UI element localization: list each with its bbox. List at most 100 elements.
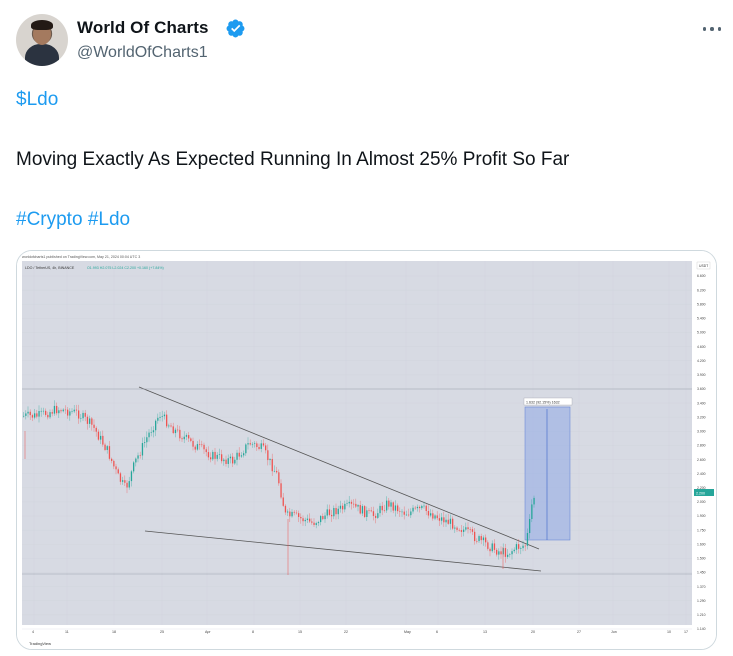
candle-body xyxy=(447,519,449,524)
date-tick-label: 8 xyxy=(252,630,254,634)
candle-body xyxy=(249,443,251,445)
date-tick-label: Jun xyxy=(611,630,617,634)
candle-body xyxy=(192,440,194,447)
candle-body xyxy=(190,438,192,441)
candle-body xyxy=(128,481,130,488)
candle-body xyxy=(401,511,403,513)
date-tick-label: 20 xyxy=(531,630,535,634)
candle-body xyxy=(172,426,174,434)
candle-body xyxy=(62,409,64,412)
candle-body xyxy=(212,451,214,460)
candle-body xyxy=(320,516,322,523)
hashtag-ldo[interactable]: #Ldo xyxy=(87,209,131,230)
candle-body xyxy=(443,517,445,523)
tradingview-chart: worldofcharts1 published on TradingView.… xyxy=(17,251,716,649)
candle-body xyxy=(284,505,287,513)
candle-body xyxy=(49,412,51,418)
candle-body xyxy=(381,505,383,511)
candle-body xyxy=(388,500,390,507)
candle-body xyxy=(80,418,82,419)
candle-body xyxy=(104,444,106,450)
price-tick-label: 1.600 xyxy=(697,542,706,546)
candle-body xyxy=(38,411,40,417)
candle-body xyxy=(181,438,183,440)
candle-body xyxy=(227,458,229,464)
author-handle[interactable]: @WorldOfCharts1 xyxy=(77,44,208,61)
candle-body xyxy=(144,442,146,444)
lower-trendline xyxy=(144,530,542,572)
currency-box xyxy=(696,261,711,270)
hashtag-crypto[interactable]: #Crypto xyxy=(16,209,83,230)
candle-body xyxy=(51,412,53,414)
candle-body xyxy=(113,460,115,467)
candle-body xyxy=(256,443,258,448)
candle-body xyxy=(309,518,311,522)
candle-body xyxy=(69,411,71,416)
candle-body xyxy=(225,459,227,464)
candle-body xyxy=(251,443,254,445)
candle-body xyxy=(289,511,291,517)
candle-body xyxy=(119,473,122,482)
candle-body xyxy=(40,410,42,412)
candle-body xyxy=(188,435,190,439)
candle-body xyxy=(45,410,47,415)
candle-body xyxy=(179,429,181,439)
date-tick-label: Apr xyxy=(205,630,211,634)
date-tick-label: 11 xyxy=(65,630,69,634)
candle-body xyxy=(427,511,430,516)
candle-body xyxy=(436,515,438,519)
candle-body xyxy=(133,462,135,472)
candle-body xyxy=(260,443,262,449)
candle-body xyxy=(163,414,166,417)
price-tick-label: 6.600 xyxy=(697,274,706,278)
candle-body xyxy=(36,413,38,417)
candle-body xyxy=(361,506,364,514)
candle-body xyxy=(73,409,75,412)
candle-body xyxy=(287,511,289,513)
candle-body xyxy=(425,505,427,512)
price-tick-label: 4.200 xyxy=(697,359,706,363)
candle-body xyxy=(295,512,298,514)
candle-body xyxy=(372,511,375,516)
candle-body xyxy=(456,527,458,530)
more-options-icon[interactable] xyxy=(702,22,722,36)
avatar-hair xyxy=(31,20,53,30)
candle-body xyxy=(29,411,31,416)
tweet-ticker[interactable]: $Ldo xyxy=(16,89,59,110)
date-tick-label: 25 xyxy=(160,630,164,634)
candle-body xyxy=(117,469,119,474)
candle-body xyxy=(137,455,139,459)
candle-body xyxy=(390,502,392,507)
price-tick-label: 1.500 xyxy=(697,557,706,561)
candle-body xyxy=(238,452,240,457)
candle-body xyxy=(529,518,531,534)
candle-body xyxy=(355,503,357,507)
candle-body xyxy=(185,435,188,437)
chart-image[interactable]: worldofcharts1 published on TradingView.… xyxy=(16,250,717,650)
candle-body xyxy=(58,410,60,414)
candle-body xyxy=(513,549,515,552)
candle-body xyxy=(474,531,476,542)
candle-body xyxy=(157,417,159,421)
candle-body xyxy=(232,456,234,464)
candle-body xyxy=(460,530,463,532)
candle-body xyxy=(93,424,95,428)
candle-body xyxy=(229,456,232,459)
candle-body xyxy=(432,513,434,519)
candle-body xyxy=(410,511,412,516)
price-tick-label: 5.000 xyxy=(697,331,706,335)
candle-body xyxy=(267,450,269,461)
author-avatar[interactable] xyxy=(16,14,68,66)
chart-header: worldofcharts1 published on TradingView.… xyxy=(22,255,140,259)
candle-body xyxy=(291,511,293,517)
candle-body xyxy=(89,418,91,424)
candle-body xyxy=(452,518,454,529)
price-tick-label: 3.600 xyxy=(697,387,706,391)
author-name[interactable]: World Of Charts xyxy=(77,18,209,37)
candle-body xyxy=(311,521,313,523)
candle-body xyxy=(280,483,282,498)
candle-body xyxy=(469,529,471,530)
price-tick-label: 6.200 xyxy=(697,288,706,292)
candle-body xyxy=(170,425,172,427)
candle-body xyxy=(177,429,179,431)
